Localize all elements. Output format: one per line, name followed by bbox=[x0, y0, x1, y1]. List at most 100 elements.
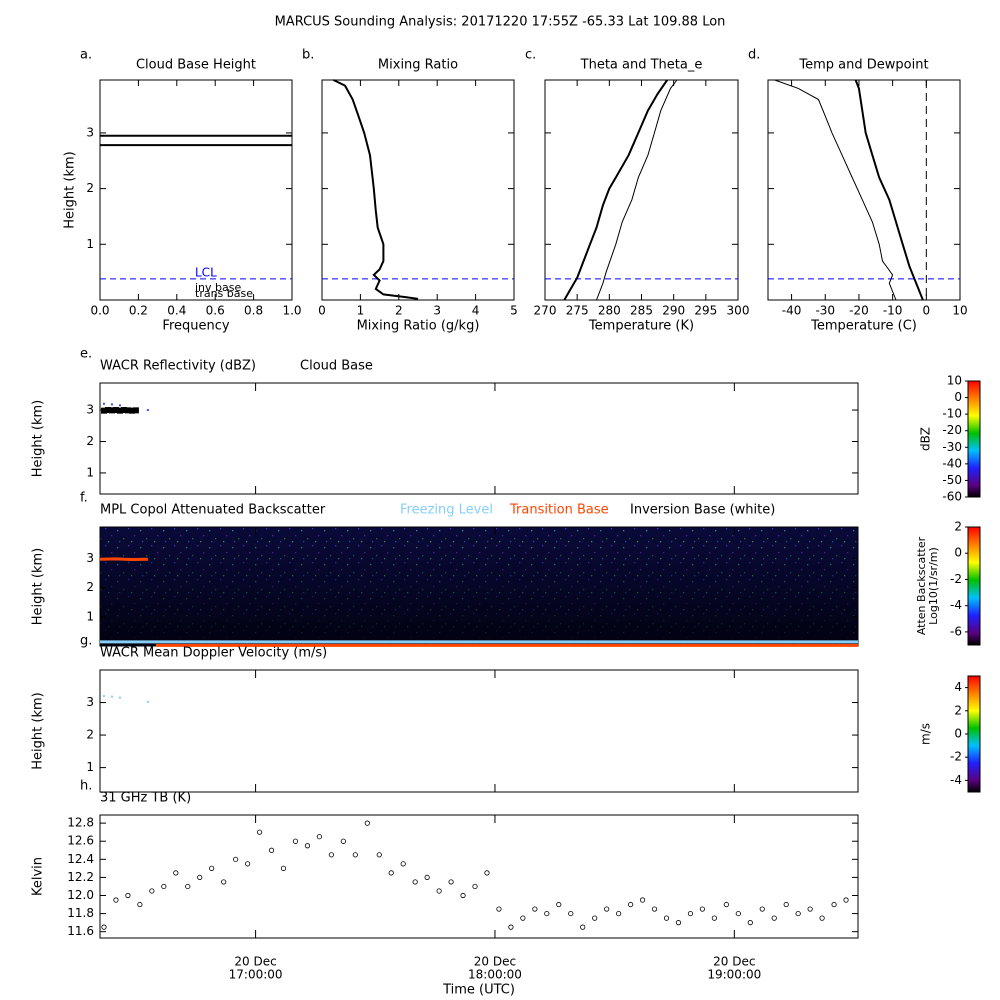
tb-point bbox=[747, 920, 753, 926]
colorbar-tick-label: -2 bbox=[950, 572, 962, 586]
y-tick-label: 2 bbox=[86, 181, 94, 195]
tb-point bbox=[604, 906, 610, 912]
tb-point bbox=[173, 870, 179, 876]
x-tick-label: 0.0 bbox=[90, 304, 109, 318]
x-tick-label: -10 bbox=[883, 304, 903, 318]
x-tick-label: 280 bbox=[598, 304, 621, 318]
tb-point bbox=[496, 906, 502, 912]
x-tick-label: 1 bbox=[357, 304, 365, 318]
colorbar-tick-label: -20 bbox=[942, 423, 962, 437]
tb-point bbox=[292, 838, 299, 844]
echo-point bbox=[102, 695, 105, 698]
y-tick-label: 1 bbox=[86, 609, 94, 623]
panel-title: WACR Reflectivity (dBZ) bbox=[100, 359, 256, 374]
panel-label: c. bbox=[525, 48, 536, 63]
echo-point bbox=[112, 407, 119, 414]
colorbar-label: Log10(1/sr/m) bbox=[927, 547, 940, 625]
plot-frame bbox=[99, 79, 293, 301]
echo-point bbox=[124, 407, 131, 414]
x-tick-label: 20 Dec bbox=[234, 955, 276, 969]
tb-point bbox=[520, 915, 526, 921]
echo-point bbox=[120, 407, 127, 414]
tb-point bbox=[149, 888, 155, 894]
y-axis-label: Height (km) bbox=[31, 548, 46, 625]
colorbar-tick-label: -2 bbox=[950, 750, 962, 764]
y-tick-label: 1 bbox=[86, 237, 94, 251]
y-tick-label: 11.8 bbox=[67, 906, 94, 920]
colorbar-tick-label: -4 bbox=[950, 598, 962, 612]
panel-title: Temp and Dewpoint bbox=[798, 58, 928, 73]
tb-point bbox=[412, 879, 418, 885]
tb-point bbox=[508, 924, 514, 930]
tb-point bbox=[627, 901, 634, 908]
tb-point bbox=[735, 910, 741, 917]
x-tick-label: 5 bbox=[510, 304, 518, 318]
x-tick-label: 20 Dec bbox=[474, 955, 516, 969]
y-tick-label: 12.4 bbox=[67, 852, 94, 866]
y-axis-label: Height (km) bbox=[31, 400, 46, 477]
plot-frame bbox=[544, 79, 739, 301]
tb-point bbox=[544, 910, 550, 917]
x-tick-label: 300 bbox=[727, 304, 750, 318]
tb-point bbox=[843, 897, 849, 903]
tb-point bbox=[197, 874, 203, 881]
tb-point bbox=[723, 901, 729, 908]
panel-title: Theta and Theta_e bbox=[580, 58, 703, 73]
tb-point bbox=[280, 865, 287, 871]
tb-point bbox=[376, 852, 382, 858]
x-tick-label: 295 bbox=[694, 304, 717, 318]
tb-point bbox=[448, 879, 454, 885]
echo-point bbox=[110, 403, 113, 406]
legend-entry: Freezing Level bbox=[400, 503, 493, 518]
x-tick-label: 290 bbox=[662, 304, 685, 318]
profile-line bbox=[774, 79, 897, 301]
colorbar-tick-label: 2 bbox=[954, 703, 962, 717]
panel-title: MPL Copol Attenuated Backscatter bbox=[100, 503, 326, 518]
tb-point bbox=[316, 834, 323, 840]
tb-point bbox=[484, 870, 490, 876]
tb-point bbox=[592, 915, 598, 921]
x-tick-label: 1.0 bbox=[282, 304, 301, 318]
tb-point bbox=[185, 883, 191, 890]
tb-point bbox=[424, 874, 430, 881]
x-tick-label: 0.2 bbox=[129, 304, 148, 318]
tb-point bbox=[663, 915, 670, 921]
legend-entry: Transition Base bbox=[509, 503, 609, 518]
tb-point bbox=[113, 897, 119, 903]
y-tick-label: 2 bbox=[86, 434, 94, 448]
tb-point bbox=[795, 910, 801, 917]
tb-point bbox=[268, 847, 275, 853]
tb-point bbox=[352, 852, 358, 858]
tb-point bbox=[137, 901, 143, 908]
tb-point bbox=[233, 856, 239, 862]
annotation: inv base bbox=[195, 281, 241, 294]
x-tick-label: 10 bbox=[952, 304, 967, 318]
echo-point bbox=[108, 407, 115, 414]
y-tick-label: 1 bbox=[86, 760, 94, 774]
y-axis-label: Height (km) bbox=[31, 692, 46, 769]
profile-line bbox=[854, 79, 924, 301]
x-tick-label: 285 bbox=[630, 304, 653, 318]
profile-line bbox=[563, 79, 669, 301]
x-tick-label: 4 bbox=[472, 304, 480, 318]
tb-point bbox=[328, 852, 334, 858]
colorbar-tick-label: 4 bbox=[954, 680, 962, 694]
panel-label: h. bbox=[80, 779, 92, 794]
legend-entry: Inversion Base (white) bbox=[630, 503, 775, 518]
x-tick-label: 2 bbox=[395, 304, 403, 318]
echo-point bbox=[146, 409, 149, 412]
x-axis-label: Frequency bbox=[162, 319, 229, 334]
panel-title: Mixing Ratio bbox=[378, 58, 458, 73]
lcl-label: LCL bbox=[195, 265, 217, 279]
echo-point bbox=[110, 695, 113, 698]
tb-point bbox=[256, 829, 263, 835]
x-tick-label: 275 bbox=[566, 304, 589, 318]
plot-frame bbox=[321, 79, 515, 301]
y-tick-label: 3 bbox=[86, 551, 94, 565]
panel-label: d. bbox=[748, 48, 760, 63]
level-line bbox=[99, 557, 858, 647]
y-tick-label: 12.0 bbox=[67, 888, 94, 902]
x-tick-label: 20 Dec bbox=[713, 955, 755, 969]
tb-point bbox=[687, 910, 694, 917]
panel-label: e. bbox=[80, 347, 92, 362]
